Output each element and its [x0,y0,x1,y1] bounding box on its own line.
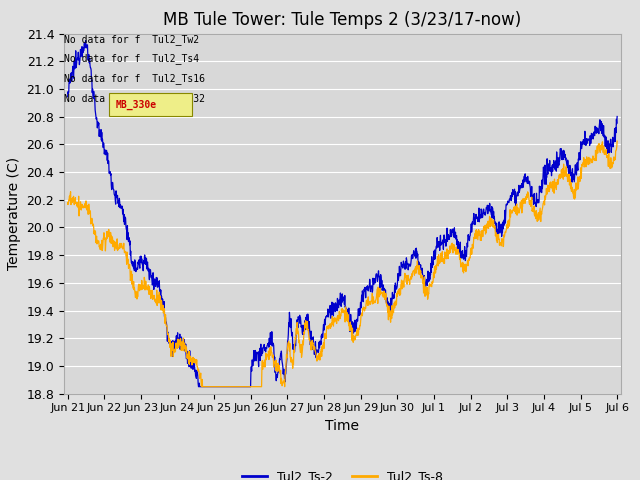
Tul2_Ts-8 [319,348,326,354]
Tul2_Ts-2 [613,114,621,120]
FancyBboxPatch shape [109,93,192,116]
Tul2_Ts-2 [377,275,385,281]
Tul2_Ts-2 [298,323,305,329]
Tul2_Ts-2 [129,259,137,264]
Tul2_Ts-8 [106,240,114,245]
Tul2_Ts-8 [613,138,621,144]
Text: No data for f  Tul2_Ts32: No data for f Tul2_Ts32 [64,93,205,104]
Tul2_Ts-2 [107,172,115,178]
Title: MB Tule Tower: Tule Temps 2 (3/23/17-now): MB Tule Tower: Tule Temps 2 (3/23/17-now… [163,11,522,29]
Y-axis label: Temperature (C): Temperature (C) [7,157,21,270]
Tul2_Ts-2 [309,347,317,352]
Tul2_Ts-2 [82,37,90,43]
Tul2_Ts-2 [319,335,326,340]
Text: MB_330e: MB_330e [115,100,156,110]
Text: No data for f  Tul2_Ts4: No data for f Tul2_Ts4 [64,53,199,64]
Tul2_Ts-8 [64,202,72,207]
Tul2_Ts-2 [195,384,202,390]
Tul2_Ts-8 [198,384,205,390]
Line: Tul2_Ts-8: Tul2_Ts-8 [68,141,617,387]
Tul2_Ts-8 [308,342,316,348]
Legend: Tul2_Ts-2, Tul2_Ts-8: Tul2_Ts-2, Tul2_Ts-8 [237,465,448,480]
Tul2_Ts-8 [129,279,136,285]
Text: No data for f  Tul2_Ts16: No data for f Tul2_Ts16 [64,73,205,84]
Tul2_Ts-8 [377,288,385,294]
Line: Tul2_Ts-2: Tul2_Ts-2 [68,40,617,387]
Tul2_Ts-8 [298,341,305,347]
X-axis label: Time: Time [325,419,360,433]
Text: No data for f  Tul2_Tw2: No data for f Tul2_Tw2 [64,34,199,45]
Tul2_Ts-2 [64,94,72,100]
